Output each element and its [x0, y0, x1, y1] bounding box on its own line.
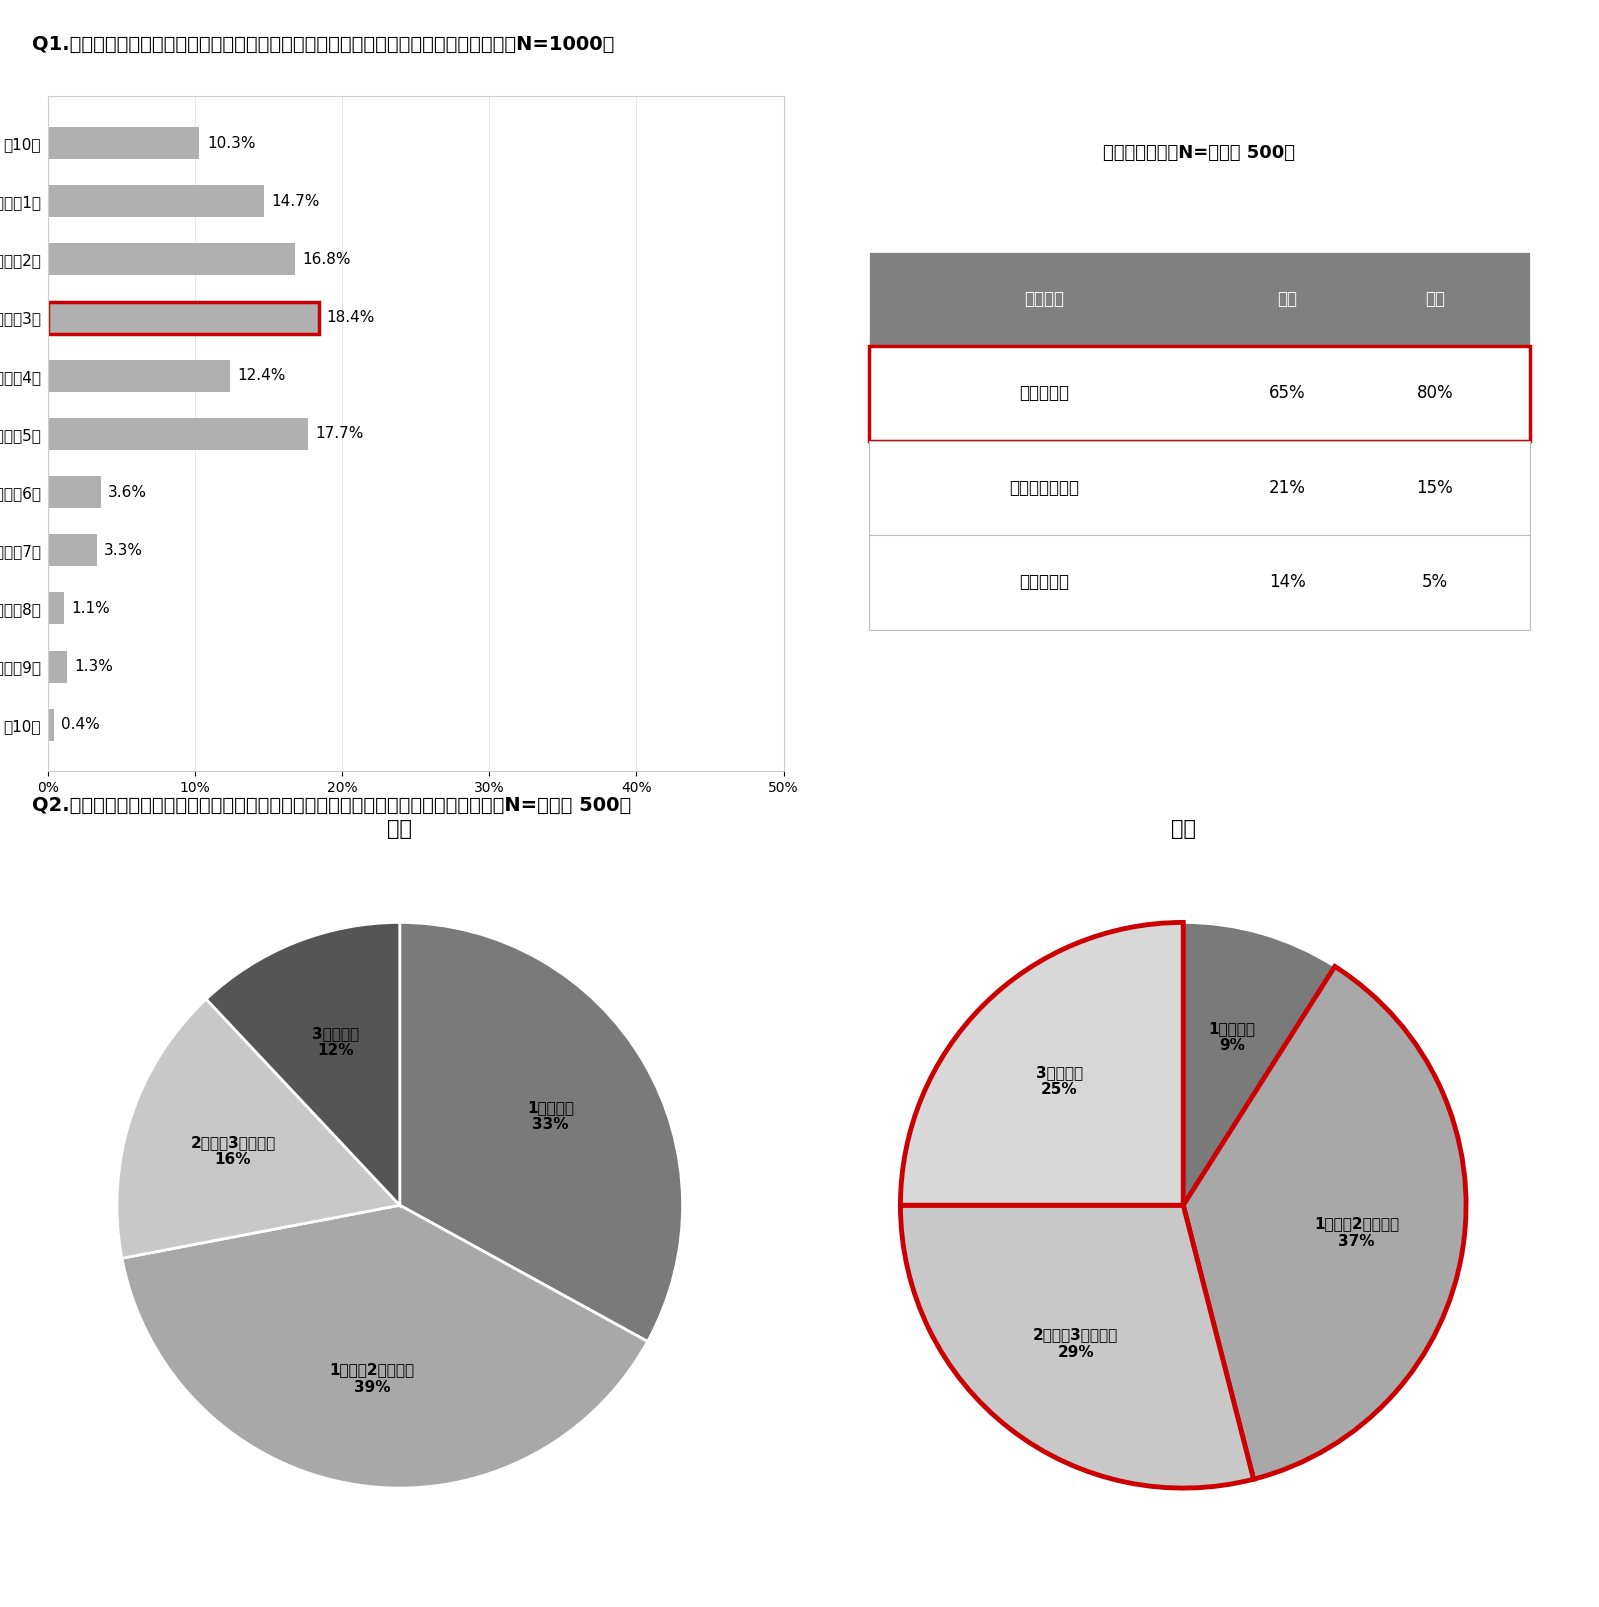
Text: 10.3%: 10.3% — [206, 135, 256, 151]
Wedge shape — [900, 922, 1183, 1205]
Text: 回答者の性別（N=各性別 500）: 回答者の性別（N=各性別 500） — [1103, 143, 1295, 162]
Text: 妻６割以上: 妻６割以上 — [1020, 384, 1070, 402]
Bar — [48, 127, 200, 159]
Text: Q2.あなたは、１日当たりどれくらいの時間を家事に費やしていますか。（単一回答、N=各性別 500）: Q2.あなたは、１日当たりどれくらいの時間を家事に費やしていますか。（単一回答、… — [32, 795, 632, 815]
Text: 妻５割・夫５割: 妻５割・夫５割 — [1009, 479, 1079, 497]
Text: 1.1%: 1.1% — [72, 601, 110, 615]
Wedge shape — [122, 1205, 648, 1488]
Bar — [48, 185, 264, 217]
Text: 17.7%: 17.7% — [315, 426, 365, 442]
Text: 2時間〜3時間未満
29%: 2時間〜3時間未満 29% — [1033, 1327, 1118, 1360]
Title: 女性: 女性 — [1170, 820, 1196, 839]
Bar — [48, 651, 67, 683]
Text: 80%: 80% — [1417, 384, 1453, 402]
Text: 3.3%: 3.3% — [104, 543, 142, 558]
Wedge shape — [1183, 966, 1466, 1478]
Text: 65%: 65% — [1270, 384, 1305, 402]
Bar — [48, 593, 64, 625]
Text: 1時間未満
9%: 1時間未満 9% — [1209, 1020, 1255, 1053]
Wedge shape — [1183, 922, 1335, 1205]
Bar — [48, 302, 318, 334]
Text: 男性: 男性 — [1278, 289, 1297, 309]
Bar — [48, 243, 296, 275]
Text: 2時間〜3時間未満
16%: 2時間〜3時間未満 16% — [190, 1135, 275, 1167]
Text: 1時間〜2時間未満
39%: 1時間〜2時間未満 39% — [329, 1363, 414, 1395]
Bar — [868, 346, 1530, 440]
Text: 3時間以上
12%: 3時間以上 12% — [312, 1025, 358, 1059]
Text: 妻４割以下: 妻４割以下 — [1020, 574, 1070, 591]
Bar — [868, 535, 1530, 630]
Text: 0.4%: 0.4% — [61, 717, 101, 733]
Text: 12.4%: 12.4% — [238, 368, 286, 382]
Text: 分担割合: 分担割合 — [1025, 289, 1065, 309]
Bar — [48, 418, 309, 450]
Text: Q1.あなたとパートナーは、それぞれどの程度、家事を分担していますか。（単一回答、N=1000）: Q1.あなたとパートナーは、それぞれどの程度、家事を分担していますか。（単一回答… — [32, 35, 614, 55]
Wedge shape — [400, 922, 683, 1342]
Text: 16.8%: 16.8% — [302, 252, 350, 267]
Bar — [48, 360, 230, 392]
Wedge shape — [117, 1000, 400, 1258]
Text: 18.4%: 18.4% — [326, 310, 374, 325]
Text: 14.7%: 14.7% — [272, 194, 320, 209]
Bar — [48, 534, 96, 566]
Bar — [48, 709, 54, 741]
Bar — [868, 440, 1530, 535]
Bar — [48, 476, 101, 508]
Wedge shape — [206, 922, 400, 1205]
Bar — [868, 252, 1530, 346]
Text: 3.6%: 3.6% — [109, 485, 147, 500]
Text: 5%: 5% — [1422, 574, 1449, 591]
Text: 1時間〜2時間未満
37%: 1時間〜2時間未満 37% — [1314, 1216, 1399, 1249]
Text: 21%: 21% — [1268, 479, 1306, 497]
Text: 1時間未満
33%: 1時間未満 33% — [528, 1099, 574, 1133]
Text: 1.3%: 1.3% — [75, 659, 114, 673]
Text: 15%: 15% — [1417, 479, 1453, 497]
Title: 男性: 男性 — [387, 820, 413, 839]
Text: 女性: 女性 — [1425, 289, 1445, 309]
Text: 14%: 14% — [1270, 574, 1305, 591]
Text: 3時間以上
25%: 3時間以上 25% — [1036, 1065, 1083, 1098]
Wedge shape — [900, 1205, 1254, 1488]
